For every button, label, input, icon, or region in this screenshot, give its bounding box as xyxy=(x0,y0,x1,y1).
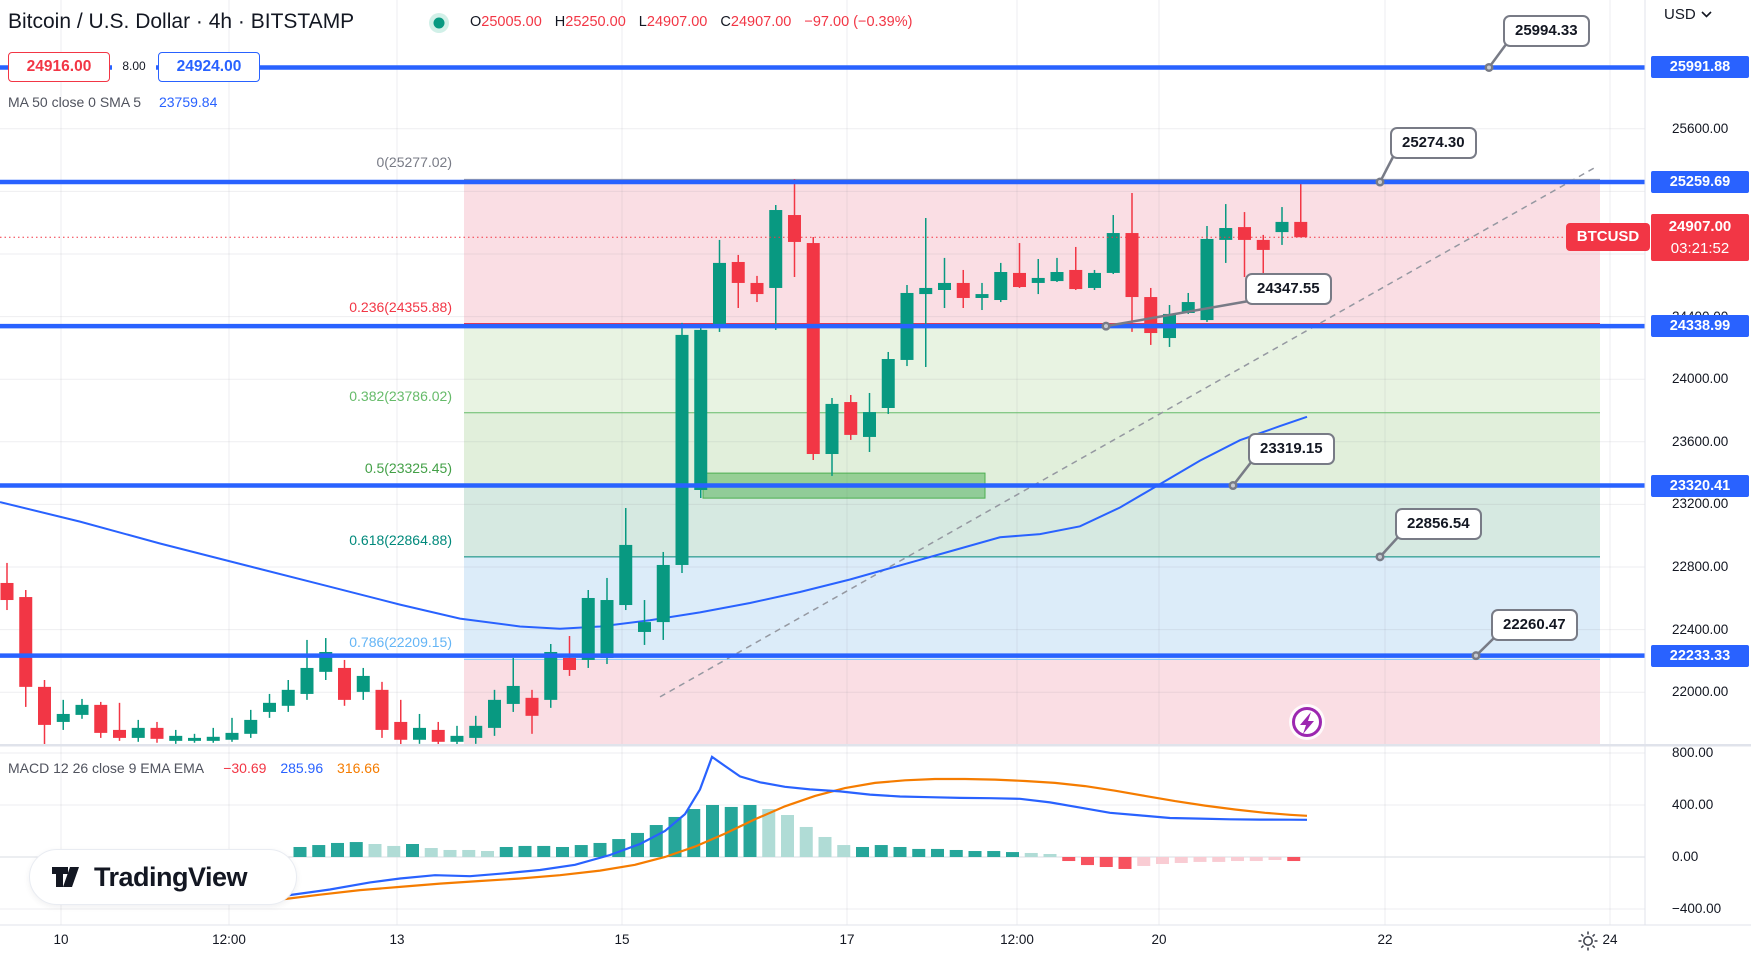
change-value: −97.00 (−0.39%) xyxy=(804,14,913,30)
time-axis-tick[interactable]: 17 xyxy=(839,932,855,947)
price-axis-tick: 24000.00 xyxy=(1672,371,1729,387)
ma-label: MA 50 close 0 SMA 5 xyxy=(8,94,142,110)
pane-separator[interactable] xyxy=(0,744,1751,747)
time-axis-tick[interactable]: 10 xyxy=(53,932,69,947)
macd-main-line xyxy=(282,755,1308,898)
chevron-down-icon xyxy=(1701,11,1712,18)
low-value: 24907.00 xyxy=(646,14,708,30)
price-callout[interactable]: 22856.54 xyxy=(1395,508,1482,540)
price-line-axis-label[interactable]: 25259.69 xyxy=(1651,171,1749,194)
price-callout[interactable]: 24347.55 xyxy=(1245,273,1332,305)
fib-label-0.786: 0.786(22209.15) xyxy=(349,634,452,651)
symbol-price-tag: BTCUSD xyxy=(1566,223,1650,251)
tradingview-logo-text: TradingView xyxy=(94,861,248,892)
market-status-dot xyxy=(429,13,449,33)
sell-button[interactable]: 24916.00 xyxy=(8,52,110,83)
macd-histogram xyxy=(293,805,1301,869)
fib-label-0.5: 0.5(23325.45) xyxy=(364,459,452,476)
price-line-axis-label[interactable]: 23320.41 xyxy=(1651,474,1749,497)
open-value: 25005.00 xyxy=(481,14,542,30)
fib-retracement-zone[interactable] xyxy=(464,179,1600,744)
macd-line-value: 285.96 xyxy=(280,760,324,776)
ma-value: 23759.84 xyxy=(158,94,218,110)
macd-axis-tick: 800.00 xyxy=(1672,745,1714,760)
time-axis-tick[interactable]: 13 xyxy=(389,932,405,947)
macd-signal-value: 316.66 xyxy=(337,760,380,776)
ma-indicator-row[interactable]: MA 50 close 0 SMA 5 23759.84 xyxy=(8,94,217,110)
macd-label: MACD 12 26 close 9 EMA EMA xyxy=(8,760,204,776)
price-axis-tick: 22400.00 xyxy=(1672,621,1729,637)
time-axis-tick[interactable]: 22 xyxy=(1377,932,1393,947)
theme-toggle-sun-icon[interactable] xyxy=(1578,931,1598,951)
currency-label: USD xyxy=(1664,6,1696,23)
high-value: 25250.00 xyxy=(565,14,626,30)
fib-label-0.382: 0.382(23786.02) xyxy=(349,387,452,404)
price-callout[interactable]: 22260.47 xyxy=(1491,609,1578,641)
ma50-line[interactable] xyxy=(0,415,1308,630)
open-label: O xyxy=(470,14,482,30)
callout-tail xyxy=(1378,154,1396,183)
tradingview-logo[interactable]: TradingView xyxy=(29,849,297,905)
price-axis-tick: 22000.00 xyxy=(1672,684,1729,700)
time-axis-tick[interactable]: 12:00 xyxy=(212,932,246,947)
spread-value: 8.00 xyxy=(112,58,156,76)
macd-indicator-row[interactable]: MACD 12 26 close 9 EMA EMA −30.69 285.96… xyxy=(8,760,380,776)
price-callout[interactable]: 25274.30 xyxy=(1390,127,1477,159)
price-axis-tick: 23600.00 xyxy=(1672,433,1729,449)
price-callout[interactable]: 23319.15 xyxy=(1248,433,1335,465)
bar-countdown: 03:21:52 xyxy=(1670,240,1730,257)
price-line-axis-label[interactable]: 22233.33 xyxy=(1651,644,1749,667)
fib-label-0.618: 0.618(22864.88) xyxy=(349,531,452,548)
currency-selector[interactable]: USD xyxy=(1664,6,1712,23)
last-price-axis-label: 24907.00 03:21:52 xyxy=(1651,214,1749,261)
price-line-axis-label[interactable]: 24338.99 xyxy=(1651,315,1749,338)
low-label: L xyxy=(638,14,647,30)
time-axis-tick[interactable]: 12:00 xyxy=(1000,932,1034,947)
callout-tail xyxy=(1105,299,1250,328)
trendline[interactable] xyxy=(659,165,1598,698)
symbol-title[interactable]: Bitcoin / U.S. Dollar · 4h · BITSTAMP xyxy=(8,10,355,33)
tradingview-logo-icon xyxy=(52,867,79,887)
ohlc-row: O25005.00 H25250.00 L24907.00 C24907.00 … xyxy=(470,14,912,30)
callout-tail xyxy=(1487,42,1509,69)
buy-button[interactable]: 24924.00 xyxy=(158,52,260,83)
price-axis-tick: 22800.00 xyxy=(1672,559,1729,574)
macd-axis-tick: 0.00 xyxy=(1672,849,1699,864)
macd-axis-tick: 400.00 xyxy=(1672,797,1714,812)
lightning-icon[interactable] xyxy=(1289,704,1325,740)
close-label: C xyxy=(720,14,731,30)
macd-signal-line xyxy=(277,777,1308,901)
last-price: 24907.00 xyxy=(1668,218,1732,235)
callout-tail xyxy=(1379,535,1400,558)
time-axis-tick[interactable]: 24 xyxy=(1602,932,1618,947)
price-axis-tick: 23200.00 xyxy=(1672,496,1729,512)
time-axis-tick[interactable]: 15 xyxy=(614,932,630,947)
close-value: 24907.00 xyxy=(730,14,792,30)
price-callout[interactable]: 25994.33 xyxy=(1503,15,1590,47)
time-axis-tick[interactable]: 20 xyxy=(1151,932,1167,947)
fib-label-0: 0(25277.02) xyxy=(376,154,452,171)
fib-label-0.236: 0.236(24355.88) xyxy=(349,298,452,315)
macd-axis-tick: −400.00 xyxy=(1672,901,1722,916)
candlesticks xyxy=(0,179,1308,745)
high-label: H xyxy=(554,14,566,30)
price-axis-tick: 25600.00 xyxy=(1672,120,1729,136)
callout-tail xyxy=(1232,460,1253,487)
macd-hist-value: −30.69 xyxy=(223,760,267,776)
price-line-axis-label[interactable]: 25991.88 xyxy=(1651,56,1749,79)
